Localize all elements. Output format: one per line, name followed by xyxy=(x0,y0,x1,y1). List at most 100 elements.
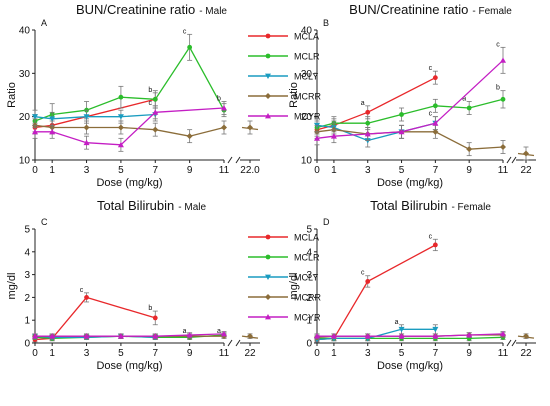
chart-subtitle: - Male xyxy=(199,6,227,17)
series-mcla: cc xyxy=(314,233,438,343)
significance-label: c xyxy=(149,100,153,107)
data-point xyxy=(500,96,506,102)
chart-panel-b: BUN/Creatinine ratio - Female B 10 20 30 40 0 1 3… xyxy=(288,2,536,189)
x-tick-label: 1 xyxy=(331,165,337,176)
x-tick-label: 3 xyxy=(84,165,90,176)
legend-swatch-marker xyxy=(265,73,271,79)
x-tick-label: 11 xyxy=(219,165,230,176)
significance-label: a xyxy=(217,328,221,335)
x-tick-label: 0 xyxy=(314,165,320,176)
data-point xyxy=(221,105,227,111)
data-point xyxy=(364,131,371,137)
data-point xyxy=(49,128,56,135)
data-point xyxy=(117,333,124,339)
axis-break-mark xyxy=(506,339,512,347)
data-point xyxy=(364,333,371,339)
y-axis-label: Ratio xyxy=(288,82,300,108)
legend-label: MCYR xyxy=(294,112,321,122)
legend-swatch-marker xyxy=(265,113,271,119)
series-mcyr xyxy=(32,330,227,339)
series-mclr: c xyxy=(32,28,227,128)
x-tick-label: 3 xyxy=(365,165,371,176)
y-tick-label: 5 xyxy=(306,225,312,236)
y-tick-label: 30 xyxy=(19,69,31,80)
significance-label: a xyxy=(361,100,365,107)
legend-swatch-marker xyxy=(265,294,271,300)
y-axis-label: mg/dl xyxy=(288,273,300,300)
axis-break-mark xyxy=(511,156,517,164)
x-tick-label: 11 xyxy=(498,165,509,176)
significance-label: c xyxy=(496,41,500,48)
data-point xyxy=(152,126,159,133)
significance-label: c xyxy=(183,28,187,35)
x-tick-label: 0 xyxy=(314,348,320,359)
y-axis-label: mg/dl xyxy=(6,273,18,300)
x-tick-label: 5 xyxy=(118,348,124,359)
y-axis-label: Ratio xyxy=(6,82,18,108)
legend: MCLA MCLR MCLY MCRR MCYR xyxy=(248,32,321,122)
data-point xyxy=(365,279,371,284)
legend-label: MCLR xyxy=(294,52,320,62)
chart-title-main: Total Bilirubin xyxy=(97,198,174,213)
x-tick-label: 22 xyxy=(520,348,532,359)
data-point xyxy=(152,315,158,321)
data-point xyxy=(221,124,227,131)
data-point xyxy=(398,128,405,135)
legend-label: MCLA xyxy=(294,233,319,243)
data-point xyxy=(32,128,38,135)
data-point xyxy=(466,146,473,153)
data-point xyxy=(399,112,404,117)
chart-title: Total Bilirubin - Female xyxy=(370,198,491,213)
series-line xyxy=(316,129,504,150)
axis-break-mark xyxy=(227,339,233,347)
y-tick-label: 5 xyxy=(24,225,30,236)
data-point xyxy=(117,114,124,120)
x-tick-label: 5 xyxy=(399,348,405,359)
legend-label: MCLY xyxy=(294,72,318,82)
data-point xyxy=(118,94,124,100)
series-mcly xyxy=(32,107,159,126)
axis-break-mark xyxy=(235,156,241,164)
chart-title-main: BUN/Creatinine ratio xyxy=(349,2,468,17)
y-tick-label: 2 xyxy=(24,293,30,304)
series-line xyxy=(316,59,504,139)
series-line xyxy=(316,244,436,341)
panel-letter: A xyxy=(41,18,47,28)
x-tick-label: 0 xyxy=(32,348,38,359)
x-tick-label: 22 xyxy=(244,348,256,359)
y-tick-label: 40 xyxy=(301,26,313,37)
x-tick-label: 0 xyxy=(32,165,38,176)
x-tick-label: 5 xyxy=(399,165,405,176)
data-point xyxy=(365,109,371,115)
y-tick-label: 30 xyxy=(301,69,313,80)
significance-label: a xyxy=(183,328,187,335)
y-tick-label: 0 xyxy=(24,339,30,350)
data-point xyxy=(117,124,124,131)
legend-label: MCRR xyxy=(294,293,321,303)
x-tick-label: 22.0 xyxy=(240,165,260,176)
series-mcrr xyxy=(314,122,535,161)
panel-letter: D xyxy=(323,217,330,227)
y-tick-label: 20 xyxy=(19,112,31,123)
data-point xyxy=(466,332,473,338)
data-point xyxy=(247,333,253,340)
significance-label: c xyxy=(361,270,365,277)
legend-label: MCYR xyxy=(294,313,321,323)
data-point xyxy=(432,326,439,333)
legend-label: MCLA xyxy=(294,32,319,42)
x-tick-label: 3 xyxy=(84,348,90,359)
x-tick-label: 3 xyxy=(365,348,371,359)
x-tick-label: 9 xyxy=(187,348,193,359)
x-tick-label: 22 xyxy=(520,165,532,176)
x-tick-label: 11 xyxy=(219,348,230,359)
x-axis-label: Dose (mg/kg) xyxy=(96,177,162,189)
data-point xyxy=(186,332,193,338)
x-tick-label: 7 xyxy=(152,165,158,176)
data-point xyxy=(83,333,90,339)
data-point xyxy=(500,144,506,150)
x-tick-label: 9 xyxy=(466,165,472,176)
legend-swatch-marker xyxy=(265,274,271,280)
